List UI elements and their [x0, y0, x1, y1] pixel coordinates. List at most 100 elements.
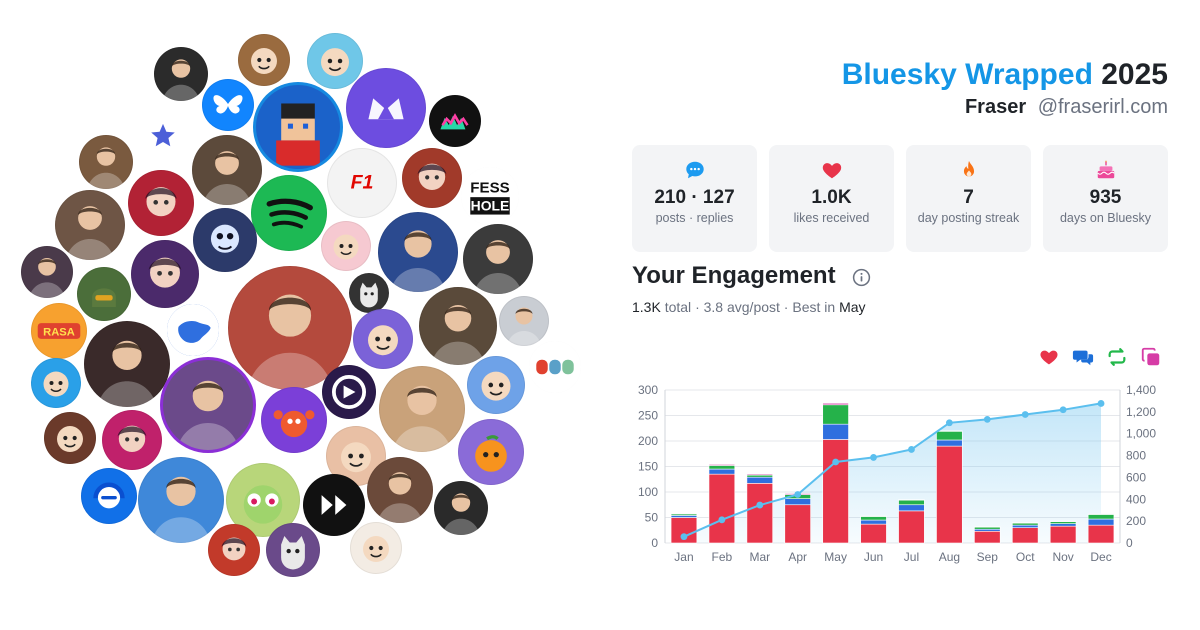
- best-month-label: Best in: [792, 299, 836, 315]
- follower-avatar[interactable]: [202, 79, 254, 131]
- follower-avatar[interactable]: [434, 481, 488, 535]
- follower-avatar[interactable]: [458, 419, 524, 485]
- bar-segment: [1049, 525, 1077, 544]
- stat-label: posts · replies: [655, 211, 734, 225]
- stat-value: 7: [963, 187, 974, 208]
- user-name: Fraser: [964, 96, 1027, 118]
- bar-segment: [936, 439, 963, 447]
- follower-avatar[interactable]: [256, 85, 340, 169]
- follower-avatar[interactable]: [261, 387, 327, 453]
- cumulative-point: [870, 454, 877, 461]
- follower-avatar[interactable]: [55, 190, 125, 260]
- bar-segment: [746, 474, 773, 478]
- cumulative-point: [718, 516, 726, 524]
- repost-icon[interactable]: [1106, 346, 1128, 368]
- follower-avatar[interactable]: [463, 224, 533, 294]
- separator: ·: [695, 299, 700, 315]
- follower-avatar[interactable]: [379, 366, 465, 452]
- stat-card-streak: 7 day posting streak: [906, 145, 1031, 252]
- y2-tick-label: 0: [1126, 536, 1133, 550]
- follower-avatar[interactable]: RASA: [31, 303, 87, 359]
- follower-avatar[interactable]: [349, 273, 389, 313]
- follower-avatar[interactable]: [138, 457, 224, 543]
- follower-avatar[interactable]: [31, 358, 81, 408]
- x-tick-label: Dec: [1090, 550, 1111, 564]
- star-icon: [151, 123, 175, 147]
- follower-avatar[interactable]: [499, 296, 549, 346]
- bar-segment: [936, 431, 963, 441]
- y2-tick-label: 1,000: [1126, 427, 1156, 441]
- follower-avatar[interactable]: [44, 412, 96, 464]
- bar-segment: [1087, 514, 1115, 520]
- follower-avatar[interactable]: [346, 68, 426, 148]
- follower-avatar[interactable]: [467, 356, 525, 414]
- bar-segment: [898, 499, 925, 506]
- follower-avatar[interactable]: [429, 95, 481, 147]
- follower-avatar[interactable]: [208, 524, 260, 576]
- svg-text:RASA: RASA: [43, 326, 75, 338]
- follower-avatar[interactable]: [367, 457, 433, 523]
- follower-avatar[interactable]: [154, 47, 208, 101]
- follower-avatar[interactable]: [77, 267, 131, 321]
- y2-tick-label: 400: [1126, 492, 1146, 506]
- cumulative-point: [756, 501, 764, 509]
- follower-avatar[interactable]: [419, 287, 497, 365]
- follower-avatar[interactable]: [228, 266, 352, 390]
- info-icon[interactable]: [852, 268, 871, 287]
- follower-avatar[interactable]: [21, 246, 73, 298]
- quote-icon[interactable]: [1140, 346, 1162, 368]
- follower-avatar[interactable]: [167, 304, 219, 356]
- follower-avatar[interactable]: [378, 212, 458, 292]
- follower-avatar[interactable]: [81, 468, 137, 524]
- reply-bubbles-icon[interactable]: [1072, 346, 1094, 368]
- x-tick-label: Jun: [864, 550, 883, 564]
- follower-avatar[interactable]: [266, 523, 320, 577]
- heart-icon[interactable]: [1038, 346, 1060, 368]
- follower-avatar[interactable]: FESS HOLE: [461, 167, 519, 225]
- bar-segment: [974, 526, 1001, 530]
- follower-avatar[interactable]: [529, 341, 581, 393]
- stat-card-posts: 210 · 127 posts · replies: [632, 145, 757, 252]
- bar-segment: [898, 504, 925, 512]
- bar-segment: [1087, 524, 1115, 544]
- follower-avatar[interactable]: [322, 365, 376, 419]
- follower-avatar[interactable]: [238, 34, 290, 86]
- follower-avatar[interactable]: [353, 309, 413, 369]
- follower-avatar[interactable]: [303, 474, 365, 536]
- follower-avatar[interactable]: [193, 208, 257, 272]
- engagement-chart: 0 50 100 150 200 250 300 0 200 400 600 800 1,000 1,20…: [638, 383, 1156, 564]
- follower-avatar[interactable]: F1: [327, 148, 397, 218]
- bar-segment: [822, 402, 849, 406]
- bar-segment: [822, 423, 849, 440]
- bar-segment: [708, 464, 736, 466]
- follower-avatar[interactable]: [131, 240, 199, 308]
- follower-avatar[interactable]: [350, 522, 402, 574]
- bar-segment: [1049, 520, 1077, 522]
- follower-avatar[interactable]: [163, 360, 253, 450]
- follower-avatar[interactable]: [321, 221, 371, 271]
- follower-avatar[interactable]: [128, 170, 194, 236]
- follower-avatar[interactable]: [192, 135, 262, 205]
- x-tick-label: May: [824, 550, 847, 564]
- engagement-total: 1.3K: [632, 299, 661, 315]
- engagement-average: 3.8 avg/post: [703, 299, 780, 315]
- follower-avatar[interactable]: [102, 410, 162, 470]
- cumulative-point: [1059, 406, 1067, 414]
- bar-segment: [860, 519, 887, 525]
- separator: ·: [783, 299, 789, 315]
- follower-avatar[interactable]: [307, 33, 363, 89]
- bar-segment: [860, 515, 887, 517]
- flame-icon: [963, 160, 974, 177]
- follower-avatar[interactable]: [402, 148, 462, 208]
- follower-avatar[interactable]: [79, 135, 133, 189]
- x-tick-label: Feb: [712, 550, 733, 564]
- x-tick-label: Aug: [939, 550, 960, 564]
- bar-segment: [784, 504, 811, 544]
- bar-segment: [936, 445, 963, 544]
- y-tick-label: 100: [638, 485, 658, 499]
- engagement-summary: 1.3K total · 3.8 avg/post · Best in May: [632, 299, 866, 315]
- brand-name: Bluesky Wrapped: [841, 58, 1093, 91]
- stat-card-likes: 1.0K likes received: [769, 145, 894, 252]
- follower-avatar[interactable]: [84, 321, 170, 407]
- follower-avatar[interactable]: [251, 175, 327, 251]
